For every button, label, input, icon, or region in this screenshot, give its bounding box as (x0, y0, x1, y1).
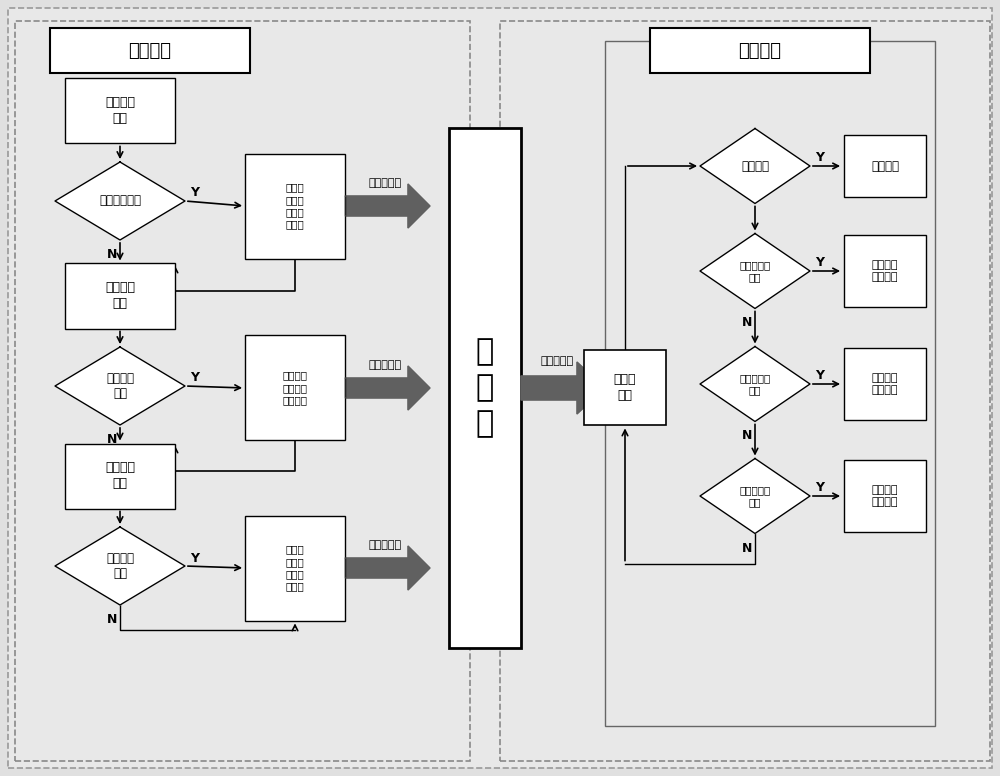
Text: N: N (107, 248, 117, 261)
Bar (449, 128, 521, 648)
Text: 无故障号: 无故障号 (741, 160, 769, 172)
Text: 电控系统故
障号: 电控系统故 障号 (739, 485, 771, 507)
Text: 电控系统
故障: 电控系统 故障 (106, 552, 134, 580)
Text: 刀盘系统
小棁: 刀盘系统 小棁 (105, 96, 135, 126)
Text: 故障号
读取: 故障号 读取 (614, 373, 636, 403)
Text: Y: Y (815, 481, 824, 494)
Text: 刀盘系统故障: 刀盘系统故障 (99, 195, 141, 207)
Text: 故障处理: 故障处理 (738, 42, 782, 60)
Bar (15, 21, 470, 761)
Text: Y: Y (190, 552, 199, 564)
Text: 正常工作: 正常工作 (871, 160, 899, 172)
Polygon shape (700, 347, 810, 421)
Text: Y: Y (190, 186, 199, 199)
Text: Y: Y (190, 372, 199, 384)
Text: Y: Y (815, 151, 824, 165)
Bar (245, 515, 345, 621)
Polygon shape (700, 459, 810, 534)
Text: 数
据
库: 数 据 库 (476, 338, 494, 438)
Text: 刀盘系统
故障处理: 刀盘系统 故障处理 (872, 260, 898, 282)
Text: N: N (742, 542, 752, 555)
Text: N: N (107, 433, 117, 446)
Bar (500, 21, 990, 761)
Text: 电控系统
小棁: 电控系统 小棁 (105, 462, 135, 490)
Text: N: N (107, 613, 117, 626)
Bar (844, 348, 926, 420)
Polygon shape (55, 162, 185, 240)
Bar (65, 78, 175, 144)
Text: 液压系统故
障号: 液压系统故 障号 (739, 373, 771, 395)
Text: 数据库存储: 数据库存储 (368, 540, 402, 550)
Text: 液压系统
故障: 液压系统 故障 (106, 372, 134, 400)
Text: 数据库存储: 数据库存储 (368, 360, 402, 370)
Bar (245, 154, 345, 258)
Bar (65, 444, 175, 508)
Bar (605, 41, 935, 726)
Text: 数据库读取: 数据库读取 (540, 356, 574, 366)
Text: N: N (742, 429, 752, 442)
Text: 刀盘系统故
障号: 刀盘系统故 障号 (739, 260, 771, 282)
Polygon shape (700, 234, 810, 309)
Text: 数据库存储: 数据库存储 (368, 178, 402, 188)
Text: 数据库记
录液压系
统故障号: 数据库记 录液压系 统故障号 (283, 371, 308, 405)
Text: Y: Y (815, 257, 824, 269)
Bar (844, 235, 926, 307)
Polygon shape (345, 366, 430, 410)
Text: 故障小棁: 故障小棁 (128, 42, 172, 60)
Text: Y: Y (815, 369, 824, 383)
Bar (65, 264, 175, 328)
Text: 数据库
记录刀
盘系统
故障号: 数据库 记录刀 盘系统 故障号 (286, 182, 304, 230)
Polygon shape (345, 546, 430, 590)
Text: N: N (742, 317, 752, 330)
Text: 液压系统
故障处理: 液压系统 故障处理 (872, 372, 898, 395)
Bar (844, 460, 926, 532)
Polygon shape (345, 184, 430, 228)
Polygon shape (521, 362, 605, 414)
Polygon shape (55, 527, 185, 605)
Text: 电控系统
故障处理: 电控系统 故障处理 (872, 485, 898, 508)
Bar (584, 351, 666, 425)
Bar (50, 29, 250, 74)
Bar (245, 335, 345, 441)
Bar (650, 29, 870, 74)
Polygon shape (700, 129, 810, 203)
Bar (844, 135, 926, 197)
Text: 数据库
记录电
控系统
故障号: 数据库 记录电 控系统 故障号 (286, 545, 304, 591)
Polygon shape (55, 347, 185, 425)
Text: 液压系统
小棁: 液压系统 小棁 (105, 282, 135, 310)
